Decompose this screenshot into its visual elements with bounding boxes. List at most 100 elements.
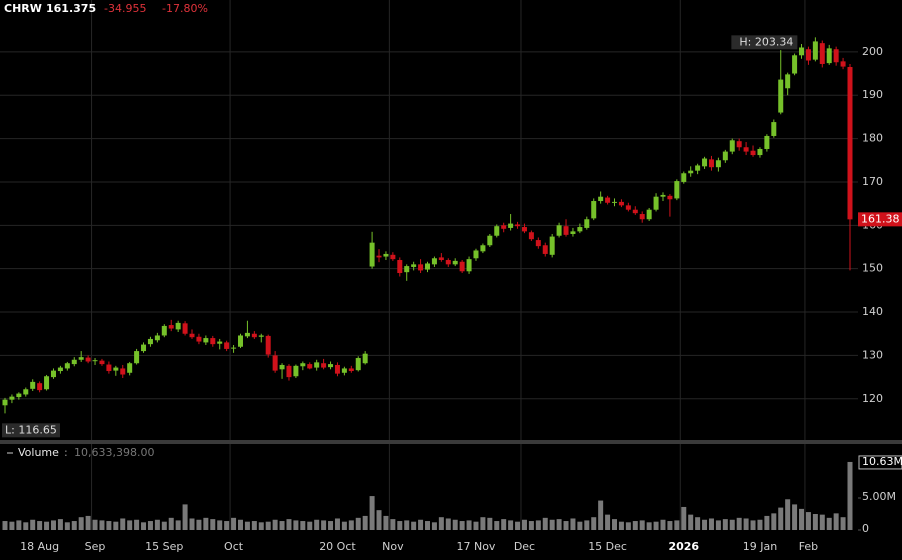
volume-bar [85,515,91,530]
volume-bar [141,522,147,530]
candle-body [348,368,354,372]
volume-bar [92,519,98,530]
volume-bar [452,519,458,530]
volume-bar [224,521,230,530]
candle-body [154,335,160,341]
candle-body [473,250,479,259]
volume-bar [314,519,320,530]
volume-bar [695,517,701,530]
candle-body [106,364,112,372]
volume-bar [494,521,500,530]
candle-body [722,151,728,161]
volume-bar [632,521,638,530]
volume-tick-label: 0 [862,522,869,535]
candle-body [334,364,340,374]
candle-body [362,353,368,364]
volume-bar [840,517,846,530]
volume-bar [182,504,188,530]
volume-bar [819,514,825,530]
volume-bar [805,512,811,530]
volume-bar [431,522,437,530]
volume-bar [251,521,257,530]
x-tick-label: Sep [85,540,106,553]
candle-body [653,196,659,210]
ticker: CHRW [4,2,42,15]
volume-bar [134,519,140,530]
volume-bar [16,520,22,530]
volume-bar [528,521,534,530]
candle-body [688,170,694,174]
volume-tick-label: 5.00M [862,490,896,503]
volume-bar [612,519,618,530]
y-tick-label: 200 [862,45,883,58]
volume-bar [750,520,756,530]
volume-bar [674,520,680,530]
candle-body [674,181,680,199]
candle-body [563,226,569,235]
volume-bar [258,522,264,530]
price-change: -34.955 [104,2,146,15]
volume-bar [702,519,708,530]
x-tick-label: 2026 [668,540,699,553]
volume-bar [778,507,784,530]
candle-body [584,219,590,228]
candle-body [341,368,347,373]
candle-body [438,257,444,261]
volume-current: 10,633,398.00 [74,446,154,459]
candle-body [141,344,147,352]
candle-body [639,214,645,220]
volume-bar [549,519,555,530]
volume-bar [646,522,652,530]
volume-bar [334,518,340,530]
candle-body [44,376,50,390]
x-tick-label: 18 Aug [20,540,59,553]
candle-body [799,47,805,56]
volume-bar [168,517,174,530]
last-price-label: 161.38 [861,212,900,225]
x-tick-label: 20 Oct [319,540,356,553]
volume-bar [833,513,839,530]
candle-body [764,135,770,149]
volume-bar [473,521,479,530]
candle-body [272,355,278,371]
volume-bar [106,521,112,530]
volume-bar [660,519,666,530]
candle-body [203,338,209,343]
candle-body [487,235,493,246]
candle-body [251,333,257,338]
volume-bar [37,521,43,530]
volume-bar [722,519,728,530]
candle-body [418,264,424,271]
volume-bar [708,518,714,530]
panel-divider [0,440,902,444]
volume-bar [383,515,389,530]
volume-bar [286,519,292,530]
y-tick-label: 190 [862,88,883,101]
volume-bar [328,521,334,530]
volume-bar [237,519,243,530]
candle-body [175,322,181,330]
y-tick-label: 180 [862,132,883,145]
x-tick-label: Nov [382,540,404,553]
candle-body [840,61,846,67]
candle-body [99,360,105,365]
volume-bar [341,521,347,530]
candle-body [397,260,403,274]
volume-bar [279,521,285,530]
volume-bar [390,519,396,530]
candle-body [508,223,514,228]
candle-body [9,396,15,400]
candle-body [210,338,216,345]
volume-bar [521,519,527,530]
volume-bar [293,520,299,530]
volume-bar [570,518,576,530]
volume-bar [785,499,791,530]
candle-body [605,197,611,203]
candle-body [50,370,56,378]
volume-bar [321,520,327,530]
volume-bar [556,519,562,530]
volume-bar [154,519,160,530]
volume-bar [792,504,798,530]
volume-bar [71,521,77,530]
volume-bar [847,461,853,530]
